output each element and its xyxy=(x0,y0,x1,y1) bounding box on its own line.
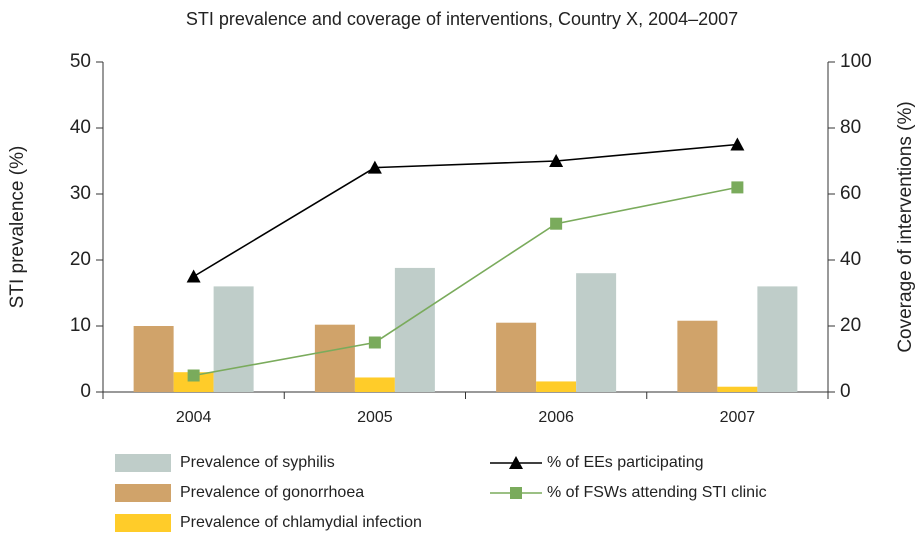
marker xyxy=(550,217,563,230)
bar xyxy=(576,273,617,392)
bar xyxy=(496,322,537,392)
y-tick-label: 20 xyxy=(70,249,91,270)
legend-swatch xyxy=(115,454,171,472)
legend-label: % of FSWs attending STI clinic xyxy=(547,484,767,501)
marker xyxy=(368,336,381,349)
bar xyxy=(394,267,435,392)
legend-swatch xyxy=(115,514,171,532)
line xyxy=(193,186,738,377)
bar xyxy=(717,386,758,392)
y2-tick-label: 80 xyxy=(840,117,861,138)
marker xyxy=(549,154,564,167)
chart-title: STI prevalence and coverage of intervent… xyxy=(186,9,738,29)
legend-label: Prevalence of chlamydial infection xyxy=(180,514,422,531)
bar xyxy=(173,372,214,392)
bar xyxy=(133,326,174,392)
bar xyxy=(354,377,395,392)
legend-label: Prevalence of syphilis xyxy=(180,454,335,471)
marker xyxy=(186,269,201,283)
bar xyxy=(314,324,355,392)
y2-tick-label: 0 xyxy=(840,381,851,402)
y2-axis-label: Coverage of interventions (%) xyxy=(895,101,916,352)
marker xyxy=(187,369,200,382)
y-axis-label: STI prevalence (%) xyxy=(7,146,28,309)
marker xyxy=(510,487,522,499)
x-tick-label: 2004 xyxy=(176,409,212,426)
bar xyxy=(536,381,577,392)
bar xyxy=(757,286,798,392)
line xyxy=(193,143,738,278)
bar xyxy=(213,286,254,392)
legend-swatch xyxy=(115,484,171,502)
legend-label: Prevalence of gonorrhoea xyxy=(180,484,364,501)
y-tick-label: 0 xyxy=(80,381,91,402)
y2-tick-label: 40 xyxy=(840,249,861,270)
y-tick-label: 50 xyxy=(70,51,91,72)
marker xyxy=(367,160,382,174)
marker xyxy=(509,456,523,469)
y2-tick-label: 60 xyxy=(840,183,861,204)
y2-tick-label: 100 xyxy=(840,51,872,72)
x-tick-label: 2007 xyxy=(720,409,756,426)
marker xyxy=(730,137,745,151)
y2-tick-label: 20 xyxy=(840,315,861,336)
y-tick-label: 10 xyxy=(70,315,91,336)
x-tick-label: 2005 xyxy=(357,409,393,426)
y-tick-label: 40 xyxy=(70,117,91,138)
x-tick-label: 2006 xyxy=(538,409,574,426)
marker xyxy=(731,181,744,194)
legend-label: % of EEs participating xyxy=(547,454,704,471)
y-tick-label: 30 xyxy=(70,183,91,204)
bar xyxy=(677,320,718,392)
